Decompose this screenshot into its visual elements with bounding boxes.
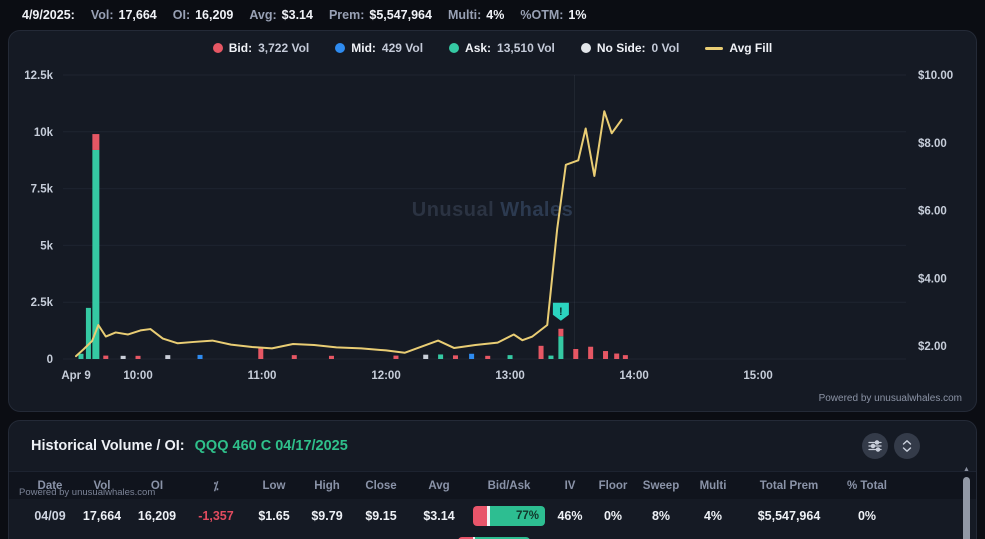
powered-by-chart: Powered by unusualwhales.com (818, 393, 962, 404)
svg-text:!: ! (559, 306, 563, 318)
filter-settings-button[interactable] (862, 433, 888, 459)
svg-text:$2.00: $2.00 (918, 341, 947, 353)
col-avg[interactable]: Avg (428, 479, 450, 492)
legend-item-noside[interactable]: No Side: 0 Vol (580, 41, 679, 55)
noside-dot-icon (580, 43, 591, 53)
svg-text:0: 0 (47, 354, 53, 366)
col-multi[interactable]: Multi (699, 479, 727, 492)
svg-text:14:00: 14:00 (619, 370, 648, 382)
legend-item-ask[interactable]: Ask: 13,510 Vol (449, 41, 555, 55)
svg-text:7.5k: 7.5k (31, 184, 54, 196)
svg-text:15:00: 15:00 (743, 370, 772, 382)
col-iv[interactable]: IV (564, 479, 576, 492)
chart-legend: Bid: 3,722 Vol Mid: 429 Vol Ask: 13,510 … (9, 41, 976, 55)
chevrons-up-down-icon (902, 440, 912, 452)
cell-sweep: 8% (651, 509, 671, 523)
panel-title-row: Historical Volume / OI: QQQ 460 C 04/17/… (9, 421, 976, 471)
top-stats-bar: 4/9/2025: Vol: 17,664 OI: 16,209 Avg: $3… (0, 0, 985, 30)
col-oi[interactable]: OI (150, 479, 164, 492)
col-bidask[interactable]: Bid/Ask (487, 479, 531, 492)
svg-text:10k: 10k (34, 127, 54, 139)
svg-text:$4.00: $4.00 (918, 273, 947, 285)
svg-text:$8.00: $8.00 (918, 138, 947, 150)
col-oi-change[interactable]: ⁒ (213, 480, 219, 493)
col-low[interactable]: Low (262, 479, 286, 492)
cell-close: $9.15 (365, 509, 397, 523)
volume-price-chart-panel: Bid: 3,722 Vol Mid: 429 Vol Ask: 13,510 … (8, 30, 977, 412)
cell-bidask: 77% (469, 506, 549, 526)
cell-iv: 46% (557, 509, 583, 523)
stat-otm: %OTM: 1% (520, 8, 587, 22)
legend-item-avg-fill[interactable]: Avg Fill (705, 41, 772, 55)
next-row-bidask-partial (458, 537, 530, 539)
svg-text:$6.00: $6.00 (918, 206, 947, 218)
bid-dot-icon (212, 43, 223, 53)
svg-text:10:00: 10:00 (123, 370, 152, 382)
powered-by-table: Powered by unusualwhales.com (19, 487, 156, 498)
stat-premium: Prem: $5,547,964 (328, 8, 432, 22)
col-close[interactable]: Close (365, 479, 397, 492)
cell-vol: 17,664 (82, 509, 122, 523)
col-date[interactable]: Date (37, 479, 63, 492)
mid-dot-icon (335, 43, 346, 53)
bidask-ask-segment: 77% (489, 506, 545, 526)
cell-pct-total: 0% (857, 509, 877, 523)
svg-text:13:00: 13:00 (495, 370, 524, 382)
stat-multi: Multi: 4% (447, 8, 505, 22)
cell-total-prem: $5,547,964 (757, 509, 821, 523)
legend-item-bid[interactable]: Bid: 3,722 Vol (212, 41, 309, 55)
avg-fill-line-icon (705, 46, 724, 50)
ask-dot-icon (449, 43, 460, 53)
stat-avg-price: Avg: $3.14 (249, 8, 313, 22)
bidask-bid-segment (473, 506, 488, 526)
cell-avg: $3.14 (423, 509, 455, 523)
svg-text:12.5k: 12.5k (24, 70, 53, 82)
contract-ticker[interactable]: QQQ 460 C 04/17/2025 (194, 438, 348, 454)
svg-text:11:00: 11:00 (248, 370, 277, 382)
legend-item-mid[interactable]: Mid: 429 Vol (335, 41, 423, 55)
price-volume-chart[interactable]: 0 2.5k 5k 7.5k 10k 12.5k $2.00 $4.00 $6.00 $8.00 $… (9, 31, 976, 411)
expand-collapse-button[interactable] (894, 433, 920, 459)
col-vol[interactable]: Vol (93, 479, 111, 492)
bidask-ratio-bar: 77% (473, 506, 545, 526)
cell-high: $9.79 (311, 509, 343, 523)
cell-oi-change: -1,357 (198, 509, 234, 523)
col-total-prem[interactable]: Total Prem (759, 479, 819, 492)
col-floor[interactable]: Floor (598, 479, 628, 492)
bidask-mid-segment (487, 506, 490, 526)
cell-date: 04/09 (34, 509, 66, 523)
col-high[interactable]: High (314, 479, 340, 492)
contract-date: 4/9/2025: (22, 8, 75, 22)
panel-title: Historical Volume / OI: QQQ 460 C 04/17/… (31, 438, 348, 454)
svg-text:$10.00: $10.00 (918, 70, 953, 82)
sliders-icon (868, 440, 882, 452)
svg-text:12:00: 12:00 (371, 370, 400, 382)
cell-floor: 0% (603, 509, 623, 523)
col-pct-total[interactable]: % Total (846, 479, 888, 492)
cell-multi: 4% (703, 509, 723, 523)
stat-open-interest: OI: 16,209 (172, 8, 234, 22)
svg-text:2.5k: 2.5k (31, 297, 54, 309)
stat-volume: Vol: 17,664 (90, 8, 157, 22)
historical-volume-panel: Historical Volume / OI: QQQ 460 C 04/17/… (8, 420, 977, 539)
cell-low: $1.65 (258, 509, 290, 523)
scroll-up-icon[interactable]: ▲ (963, 466, 970, 473)
table-row[interactable]: 04/09 17,664 16,209 -1,357 $1.65 $9.79 $… (9, 499, 976, 533)
svg-text:Apr 9: Apr 9 (61, 370, 90, 382)
cell-oi: 16,209 (137, 509, 177, 523)
table-header-row: Date Vol OI ⁒ Low High Close Avg Bid/Ask… (9, 471, 976, 499)
svg-text:5k: 5k (40, 240, 53, 252)
table-scrollbar[interactable]: ▲ (962, 465, 971, 539)
scrollbar-thumb[interactable] (963, 477, 970, 539)
col-sweep[interactable]: Sweep (642, 479, 680, 492)
